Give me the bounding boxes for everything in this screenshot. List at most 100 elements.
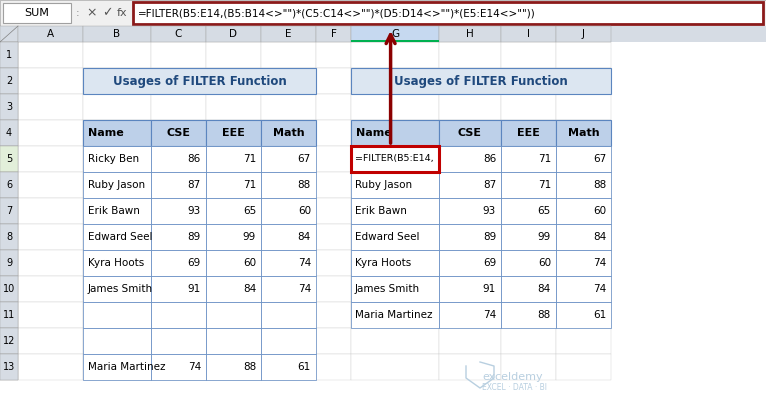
Text: Math: Math [568, 128, 599, 138]
Bar [316, 146, 351, 172]
Bar [439, 68, 501, 94]
Text: 71: 71 [243, 154, 256, 164]
Bar [206, 224, 261, 250]
Bar [0, 354, 18, 380]
Text: 74: 74 [483, 310, 496, 320]
Text: EXCEL · DATA · BI: EXCEL · DATA · BI [482, 383, 547, 391]
Bar [261, 276, 316, 302]
Bar [501, 146, 556, 172]
Bar [316, 120, 351, 146]
Bar [351, 146, 439, 172]
Text: 93: 93 [483, 206, 496, 216]
Text: 74: 74 [298, 284, 311, 294]
Text: 67: 67 [593, 154, 606, 164]
Bar [501, 224, 556, 250]
Bar [18, 354, 83, 380]
Bar [18, 250, 83, 276]
Text: Kyra Hoots: Kyra Hoots [355, 258, 411, 268]
Bar [261, 94, 316, 120]
Bar [316, 26, 351, 42]
Text: 89: 89 [483, 232, 496, 242]
Bar [18, 120, 83, 146]
Bar [0, 224, 18, 250]
Text: 71: 71 [538, 180, 551, 190]
Bar [556, 250, 611, 276]
Bar [83, 302, 151, 328]
Bar [439, 354, 501, 380]
Bar [261, 250, 316, 276]
Bar [501, 224, 556, 250]
Bar [316, 198, 351, 224]
Text: 88: 88 [593, 180, 606, 190]
Bar [83, 250, 151, 276]
Bar [83, 68, 316, 94]
Bar [206, 276, 261, 302]
Bar [0, 172, 18, 198]
Bar [0, 146, 18, 172]
Text: F: F [331, 29, 336, 39]
Bar [18, 328, 83, 354]
Bar [501, 198, 556, 224]
Bar [501, 276, 556, 302]
Bar [316, 250, 351, 276]
Text: 1: 1 [6, 50, 12, 60]
Text: CSE: CSE [166, 128, 191, 138]
Text: Usages of FILTER Function: Usages of FILTER Function [394, 74, 568, 88]
Bar [151, 224, 206, 250]
Bar [0, 302, 18, 328]
Text: ×: × [87, 6, 97, 19]
Bar [556, 354, 611, 380]
Bar [206, 250, 261, 276]
Bar [351, 354, 439, 380]
Text: =FILTER(B5:E14,: =FILTER(B5:E14, [355, 154, 434, 164]
Bar [556, 172, 611, 198]
Bar [151, 328, 206, 354]
Bar [261, 146, 316, 172]
Bar [351, 224, 439, 250]
Text: 71: 71 [243, 180, 256, 190]
Bar [556, 42, 611, 68]
Text: 88: 88 [243, 362, 256, 372]
Bar [501, 250, 556, 276]
Bar [0, 68, 18, 94]
Bar [316, 42, 351, 68]
Bar [0, 172, 18, 198]
Bar [83, 120, 151, 146]
Bar [261, 328, 316, 354]
Bar [501, 354, 556, 380]
Bar [351, 42, 439, 68]
Text: 99: 99 [538, 232, 551, 242]
Bar [0, 146, 18, 172]
Bar [351, 40, 439, 42]
Text: 99: 99 [243, 232, 256, 242]
Bar [501, 302, 556, 328]
Bar [261, 172, 316, 198]
Bar [351, 172, 439, 198]
Bar [0, 0, 766, 26]
Bar [501, 42, 556, 68]
Bar [439, 42, 501, 68]
Bar [261, 354, 316, 380]
Bar [0, 42, 18, 68]
Bar [439, 250, 501, 276]
Text: 69: 69 [188, 258, 201, 268]
Bar [351, 68, 439, 94]
Text: fx: fx [116, 8, 127, 18]
Text: 74: 74 [298, 258, 311, 268]
Text: James Smith: James Smith [355, 284, 420, 294]
Bar [261, 68, 316, 94]
Text: =FILTER(B5:E14,(B5:B14<>"")*(C5:C14<>"")*(D5:D14<>"")*(E5:E14<>"")): =FILTER(B5:E14,(B5:B14<>"")*(C5:C14<>"")… [138, 8, 535, 18]
Text: 74: 74 [188, 362, 201, 372]
Bar [133, 2, 763, 24]
Bar [206, 120, 261, 146]
Bar [439, 250, 501, 276]
Bar [0, 26, 766, 42]
Text: 91: 91 [188, 284, 201, 294]
Bar [556, 146, 611, 172]
Bar [0, 94, 18, 120]
Bar [261, 224, 316, 250]
Bar [439, 224, 501, 250]
Text: Ricky Ben: Ricky Ben [88, 154, 139, 164]
Bar [83, 198, 151, 224]
Text: 61: 61 [298, 362, 311, 372]
